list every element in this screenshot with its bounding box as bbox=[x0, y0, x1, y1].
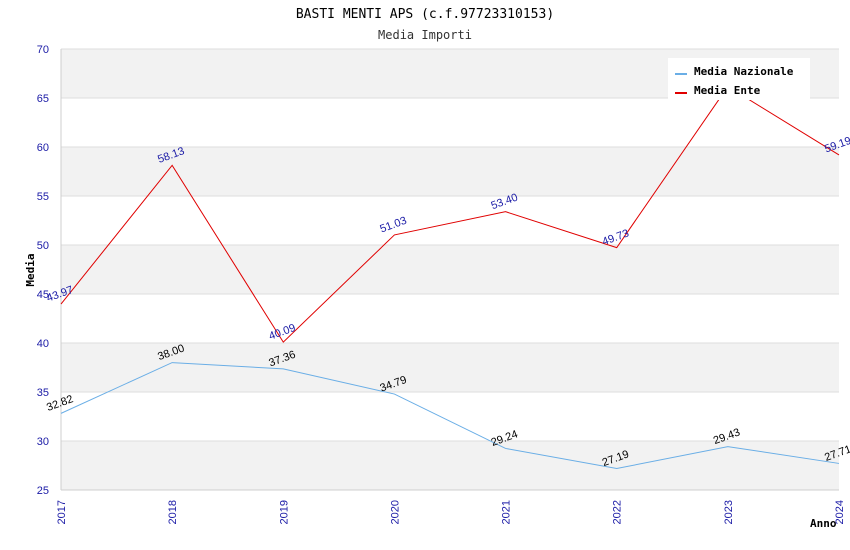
data-label: 43.97 bbox=[45, 284, 75, 305]
y-tick-label: 25 bbox=[37, 485, 49, 497]
x-tick-label: 2018 bbox=[167, 500, 179, 524]
legend-label: Media Ente bbox=[694, 84, 761, 97]
data-label: 51.03 bbox=[378, 215, 408, 236]
x-axis-title: Anno bbox=[810, 517, 837, 530]
data-label: 40.09 bbox=[267, 322, 297, 343]
y-tick-label: 35 bbox=[37, 387, 49, 399]
background-bands bbox=[61, 49, 839, 490]
legend-label: Media Nazionale bbox=[694, 65, 794, 78]
y-tick-label: 55 bbox=[37, 191, 49, 203]
data-label: 32.82 bbox=[45, 393, 75, 414]
x-tick-label: 2024 bbox=[834, 500, 846, 524]
series-line-media-ente bbox=[60, 85, 840, 343]
chart-title: BASTI MENTI APS (c.f.97723310153) bbox=[296, 7, 554, 22]
y-tick-label: 30 bbox=[37, 436, 49, 448]
plot-band bbox=[61, 343, 839, 392]
y-tick-label: 65 bbox=[37, 93, 49, 105]
y-tick-label: 60 bbox=[37, 142, 49, 154]
x-tick-label: 2020 bbox=[389, 500, 401, 524]
plot-band bbox=[61, 441, 839, 490]
y-tick-label: 40 bbox=[37, 338, 49, 350]
x-tick-label: 2021 bbox=[501, 500, 513, 524]
x-tick-label: 2017 bbox=[56, 500, 68, 524]
axes: 25 30 35 40 45 50 55 60 65 70 2017 2018 2019 2020 2021… bbox=[37, 44, 846, 524]
plot-band bbox=[61, 147, 839, 196]
x-tick-label: 2023 bbox=[723, 500, 735, 524]
y-tick-label: 45 bbox=[37, 289, 49, 301]
series-line-media-nazionale bbox=[60, 362, 840, 470]
y-axis-title: Media bbox=[24, 253, 37, 286]
chart-subtitle: Media Importi bbox=[378, 28, 472, 42]
y-tick-label: 50 bbox=[37, 240, 49, 252]
x-tick-label: 2022 bbox=[612, 500, 624, 524]
legend: Media Nazionale Media Ente bbox=[668, 58, 810, 100]
legend-box bbox=[668, 58, 810, 100]
y-tick-label: 70 bbox=[37, 44, 49, 56]
x-tick-label: 2019 bbox=[278, 500, 290, 524]
gridlines bbox=[61, 48, 839, 491]
plot-band bbox=[61, 245, 839, 294]
series-lines bbox=[60, 85, 840, 470]
